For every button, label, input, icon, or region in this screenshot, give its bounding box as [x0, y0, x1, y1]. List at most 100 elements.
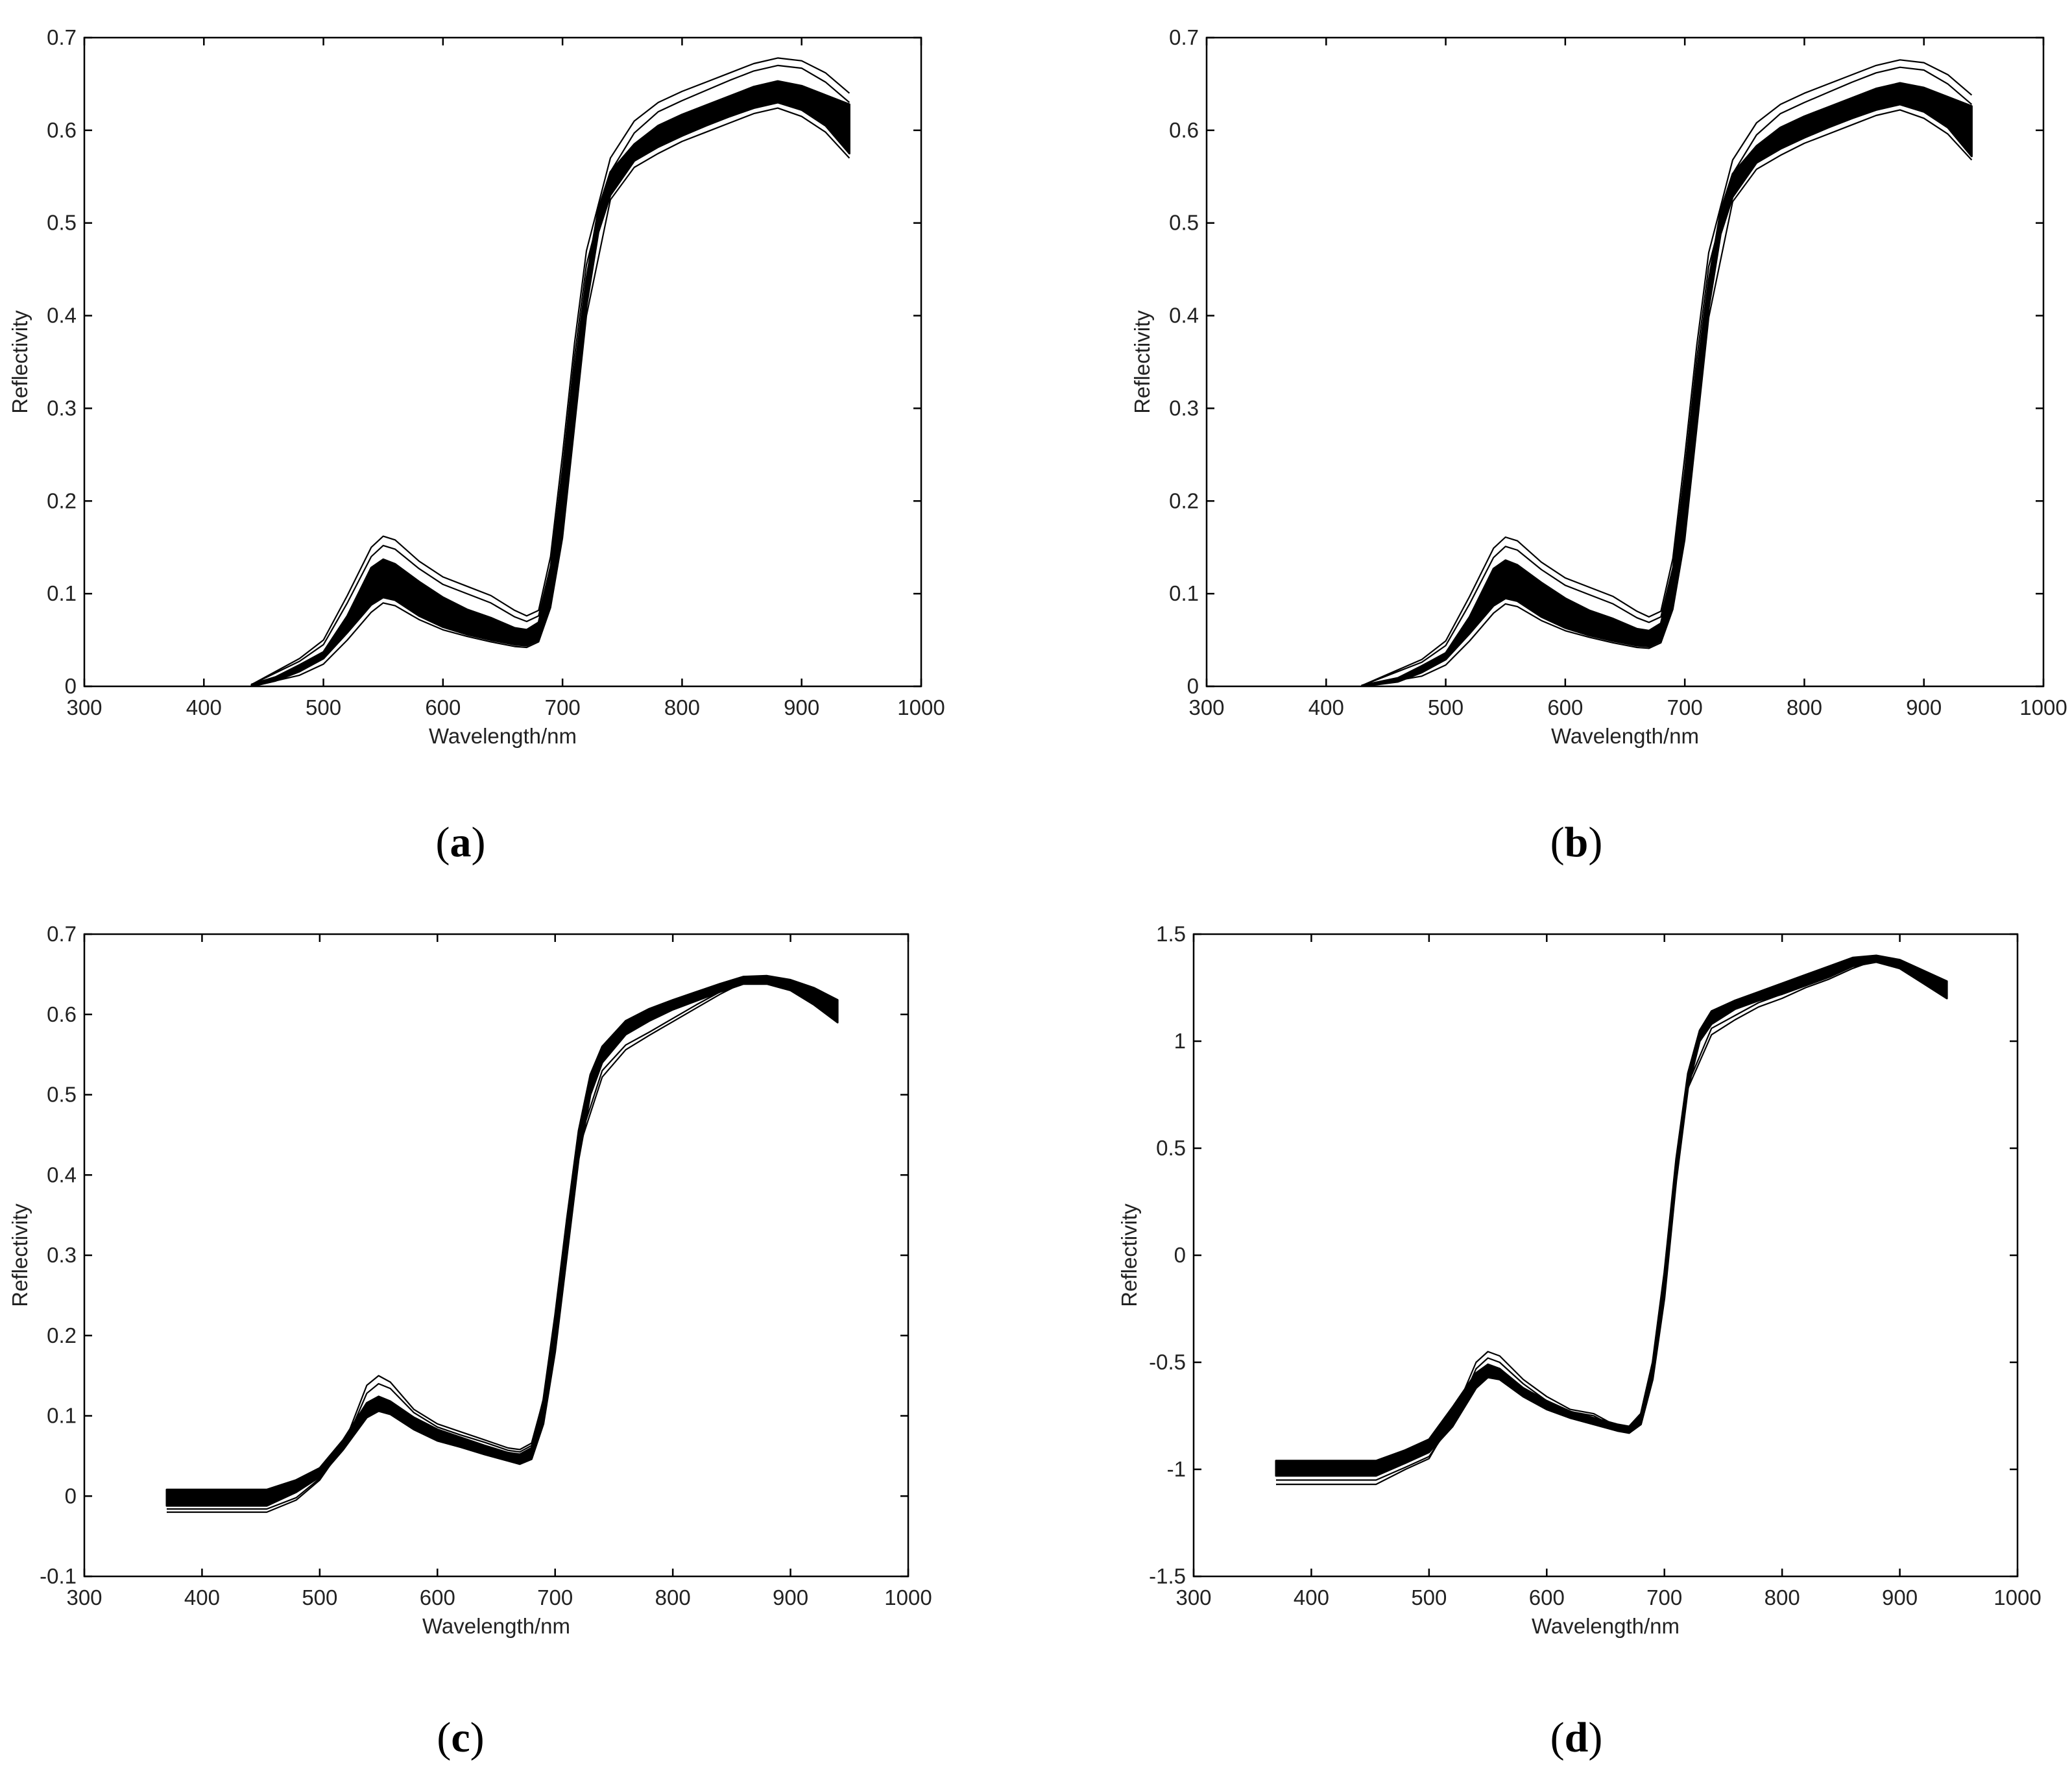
- caption-open-paren: (: [437, 1714, 451, 1761]
- caption-open-paren: (: [436, 819, 450, 866]
- spectrum-line-upper-a: [251, 80, 850, 686]
- x-axis-title-b: Wavelength/nm: [1551, 724, 1699, 748]
- y-tick-label-c: 0: [65, 1484, 77, 1508]
- x-tick-label-b: 700: [1667, 695, 1703, 719]
- y-tick-label-d: -1.5: [1149, 1564, 1186, 1588]
- x-tick-label-d: 300: [1175, 1585, 1211, 1609]
- y-tick-label-a: 0.6: [47, 118, 77, 142]
- spectra-c: [165, 974, 839, 1513]
- panel-caption-a: (a): [436, 819, 486, 866]
- y-tick-label-b: 0.1: [1169, 581, 1199, 605]
- spectrum-line-outlier-d: [1276, 957, 1947, 1486]
- x-tick-label-b: 900: [1906, 695, 1942, 719]
- spectrum-line-outlier-b: [1362, 66, 1973, 686]
- x-tick-label-d: 900: [1882, 1585, 1918, 1609]
- caption-open-paren: (: [1550, 819, 1565, 866]
- y-tick-label-b: 0.5: [1169, 211, 1199, 235]
- plot-frame-c: [83, 933, 910, 1578]
- x-tick-label-a: 600: [425, 695, 461, 719]
- x-tick-label-c: 400: [184, 1585, 220, 1609]
- spectra-d: [1275, 954, 1948, 1486]
- y-tick-label-c: 0.6: [47, 1002, 77, 1026]
- spectrum-line-upper-c: [167, 975, 838, 1491]
- x-tick-label-b: 600: [1547, 695, 1583, 719]
- x-tick-label-b: 1000: [2019, 695, 2067, 719]
- y-tick-label-b: 0: [1187, 674, 1199, 698]
- x-tick-label-d: 700: [1646, 1585, 1682, 1609]
- y-tick-label-c: 0.5: [47, 1083, 77, 1107]
- caption-letter: c: [451, 1714, 470, 1761]
- x-axis-title-d: Wavelength/nm: [1532, 1614, 1680, 1638]
- spectrum-line-lower-a: [251, 101, 850, 686]
- chart-panel-b: 300 400 500 600 700 800 900 1000 0 0.1 0.2 0.3 0.4 0.…: [1130, 25, 2067, 866]
- y-tick-label-d: 0: [1174, 1243, 1186, 1267]
- x-axis-title-c: Wavelength/nm: [422, 1614, 570, 1638]
- y-tick-label-c: 0.4: [47, 1163, 77, 1187]
- y-tick-label-b: 0.2: [1169, 488, 1199, 512]
- x-tick-label-b: 300: [1188, 695, 1224, 719]
- x-tick-label-c: 1000: [884, 1585, 932, 1609]
- x-tick-label-a: 900: [784, 695, 819, 719]
- caption-letter: d: [1565, 1714, 1589, 1761]
- y-tick-label-a: 0: [65, 674, 77, 698]
- panel-caption-c: (c): [437, 1714, 484, 1761]
- spectrum-line-lower-b: [1362, 103, 1973, 686]
- y-tick-label-a: 0.4: [47, 304, 77, 328]
- x-tick-label-b: 500: [1428, 695, 1464, 719]
- panel-caption-b: (b): [1550, 819, 1603, 866]
- x-tick-label-a: 500: [306, 695, 341, 719]
- spectrum-line-outlier-c: [167, 979, 838, 1510]
- y-tick-label-a: 0.2: [47, 488, 77, 512]
- plot-frame-a: [83, 36, 922, 688]
- y-tick-label-d: -0.5: [1149, 1350, 1186, 1374]
- spectrum-line-outlier-b: [1362, 109, 1973, 686]
- caption-open-paren: (: [1550, 1714, 1565, 1761]
- spectrum-line-outlier-d: [1276, 959, 1947, 1481]
- caption-close-paren: ): [1588, 1714, 1602, 1761]
- spectra-a: [250, 57, 850, 686]
- x-tick-label-a: 800: [664, 695, 700, 719]
- y-tick-label-a: 0.5: [47, 211, 77, 235]
- x-tick-label-c: 300: [66, 1585, 102, 1609]
- x-tick-label-d: 800: [1765, 1585, 1800, 1609]
- y-tick-label-d: 1: [1174, 1029, 1186, 1053]
- x-tick-label-b: 400: [1308, 695, 1344, 719]
- x-tick-label-c: 500: [302, 1585, 337, 1609]
- spectrum-line-outlier-a: [251, 57, 850, 686]
- x-tick-label-d: 600: [1529, 1585, 1565, 1609]
- y-tick-label-a: 0.3: [47, 396, 77, 420]
- x-tick-label-a: 300: [66, 695, 102, 719]
- y-tick-label-d: 1.5: [1156, 922, 1186, 946]
- y-tick-label-b: 0.3: [1169, 396, 1199, 420]
- chart-panel-c: 300 400 500 600 700 800 900 1000 -0.1 0 0.1 0.2 0.3 0…: [8, 922, 932, 1761]
- y-tick-label-c: -0.1: [40, 1564, 77, 1588]
- spectra-b: [1361, 59, 1973, 686]
- y-tick-label-a: 0.7: [47, 25, 77, 49]
- spectrum-line-outlier-b: [1362, 59, 1973, 686]
- spectrum-line-outlier-c: [167, 976, 838, 1513]
- y-tick-label-c: 0.3: [47, 1243, 77, 1267]
- caption-close-paren: ): [470, 1714, 485, 1761]
- y-tick-label-a: 0.1: [47, 581, 77, 605]
- x-tick-label-c: 900: [773, 1585, 808, 1609]
- y-tick-label-c: 0.2: [47, 1323, 77, 1347]
- y-axis-title-d: Reflectivity: [1117, 1203, 1141, 1307]
- y-axis-title-b: Reflectivity: [1130, 310, 1154, 414]
- caption-letter: a: [450, 819, 472, 866]
- y-axis-title-a: Reflectivity: [8, 310, 32, 414]
- spectrum-line-upper-b: [1362, 82, 1972, 686]
- y-tick-label-c: 0.1: [47, 1404, 77, 1428]
- x-tick-label-b: 800: [1787, 695, 1822, 719]
- y-tick-label-c: 0.7: [47, 922, 77, 946]
- x-tick-label-a: 700: [545, 695, 581, 719]
- x-tick-label-a: 400: [186, 695, 222, 719]
- y-tick-label-b: 0.4: [1169, 304, 1199, 328]
- y-tick-label-b: 0.6: [1169, 118, 1199, 142]
- y-axis-title-c: Reflectivity: [8, 1203, 32, 1307]
- x-tick-label-d: 500: [1411, 1585, 1447, 1609]
- plot-frame-b: [1205, 36, 2045, 688]
- panel-caption-d: (d): [1550, 1714, 1603, 1761]
- caption-letter: b: [1565, 819, 1589, 866]
- spectrum-line-outlier-a: [251, 64, 850, 686]
